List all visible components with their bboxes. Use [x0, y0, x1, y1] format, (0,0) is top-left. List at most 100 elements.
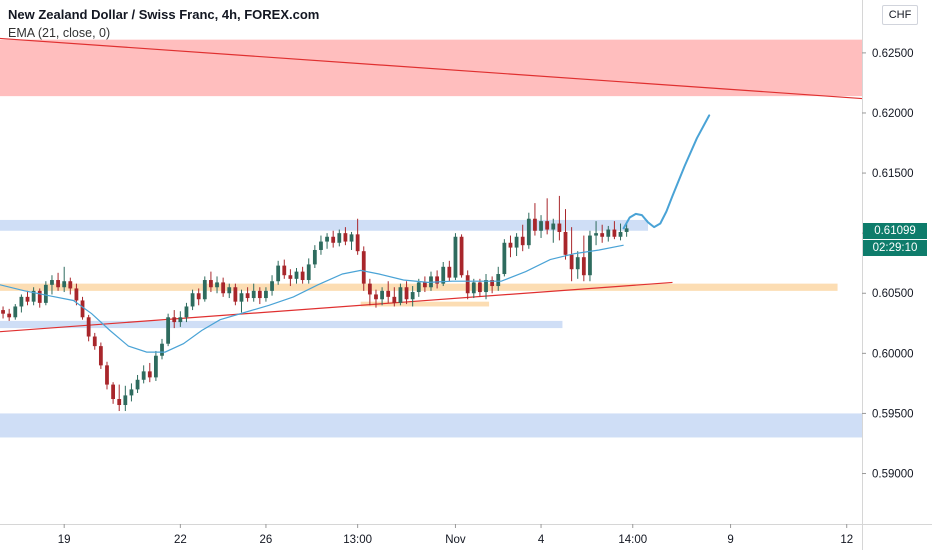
last-price-badge: 0.61099 — [863, 223, 927, 239]
ema-line — [0, 244, 624, 353]
candle — [465, 270, 470, 300]
candle — [257, 287, 262, 305]
price-axis[interactable]: 0.625000.620000.615000.610000.605000.600… — [862, 48, 914, 481]
candle — [239, 289, 244, 313]
candle — [453, 233, 458, 281]
candle — [349, 231, 354, 250]
indicator-label: EMA (21, close, 0) — [8, 26, 111, 40]
trendline-1[interactable] — [0, 281, 673, 333]
time-axis[interactable]: 19 22 26 13:00 Nov 4 14:00 9 12 — [58, 524, 853, 546]
candle — [202, 276, 207, 302]
x-tick-label: 22 — [174, 534, 187, 546]
candle — [153, 350, 158, 381]
candle — [282, 259, 287, 279]
candle — [300, 266, 305, 284]
candle — [435, 270, 440, 289]
support-zone-1[interactable] — [0, 219, 649, 231]
candle — [533, 203, 537, 236]
candle — [496, 266, 501, 291]
candle — [606, 225, 611, 242]
candle — [92, 332, 97, 350]
candle — [1, 306, 5, 319]
candle — [160, 338, 164, 360]
candle — [306, 258, 311, 284]
candles-layer — [1, 195, 629, 412]
candle — [62, 266, 67, 293]
candle — [312, 245, 317, 269]
candle — [355, 218, 360, 255]
candle — [135, 374, 140, 393]
y-tick-label: 0.60500 — [872, 288, 914, 300]
candle — [484, 274, 488, 300]
x-tick-label: 9 — [727, 534, 733, 546]
candle — [196, 288, 201, 306]
candle — [514, 233, 519, 256]
y-tick-label: 0.62000 — [872, 108, 914, 120]
support-zone-2[interactable] — [0, 320, 563, 329]
candle — [209, 271, 213, 293]
candle — [178, 311, 183, 327]
candle — [386, 281, 391, 303]
currency-button[interactable]: CHF — [882, 5, 918, 25]
candle — [361, 246, 366, 291]
candle — [251, 283, 256, 302]
x-tick-label: 13:00 — [343, 534, 372, 546]
x-tick-label: 26 — [260, 534, 273, 546]
candle — [7, 308, 12, 321]
candle — [490, 276, 495, 294]
candle — [233, 283, 238, 306]
candle — [184, 302, 189, 323]
candle — [288, 269, 293, 287]
candle — [563, 209, 568, 260]
candle — [123, 385, 128, 412]
candle — [98, 342, 103, 369]
x-tick-label: Nov — [445, 534, 466, 546]
y-tick-label: 0.59000 — [872, 469, 914, 481]
y-tick-label: 0.62500 — [872, 48, 914, 60]
candle — [325, 233, 329, 249]
x-tick-label: 19 — [58, 534, 71, 546]
candle — [221, 277, 226, 297]
candle — [594, 221, 598, 246]
ema-layer — [0, 244, 624, 353]
candle — [331, 230, 336, 248]
candle — [337, 229, 342, 247]
support-zone-3[interactable] — [0, 413, 862, 438]
orange-zone-5[interactable] — [360, 301, 490, 307]
candle — [111, 382, 115, 404]
candle — [25, 290, 30, 306]
candle — [43, 281, 48, 306]
zones-layer — [0, 39, 862, 438]
candle — [117, 384, 122, 412]
candle — [129, 383, 134, 402]
candle — [190, 289, 195, 311]
y-tick-label: 0.61500 — [872, 168, 914, 180]
candle — [600, 224, 605, 243]
candle — [56, 272, 60, 291]
candle — [37, 288, 42, 308]
candle — [343, 227, 348, 246]
candle — [68, 277, 73, 295]
candle — [374, 289, 378, 308]
candle — [410, 286, 415, 307]
candle — [172, 310, 177, 329]
candle — [422, 276, 427, 293]
candle — [264, 287, 268, 302]
candle — [166, 313, 171, 347]
chart-legend: New Zealand Dollar / Swiss Franc, 4h, FO… — [8, 6, 319, 42]
projection-path[interactable] — [622, 114, 711, 230]
candle — [147, 362, 152, 383]
candle — [319, 235, 323, 255]
candle — [105, 361, 109, 390]
candle — [276, 260, 281, 285]
trendline-0[interactable] — [0, 37, 863, 100]
candle — [404, 281, 409, 305]
candle — [575, 251, 580, 279]
candle — [520, 224, 525, 252]
x-tick-label: 14:00 — [618, 534, 647, 546]
candle — [447, 260, 452, 282]
countdown-badge: 02:29:10 — [863, 240, 927, 256]
candle — [380, 287, 384, 306]
candle — [398, 283, 403, 306]
